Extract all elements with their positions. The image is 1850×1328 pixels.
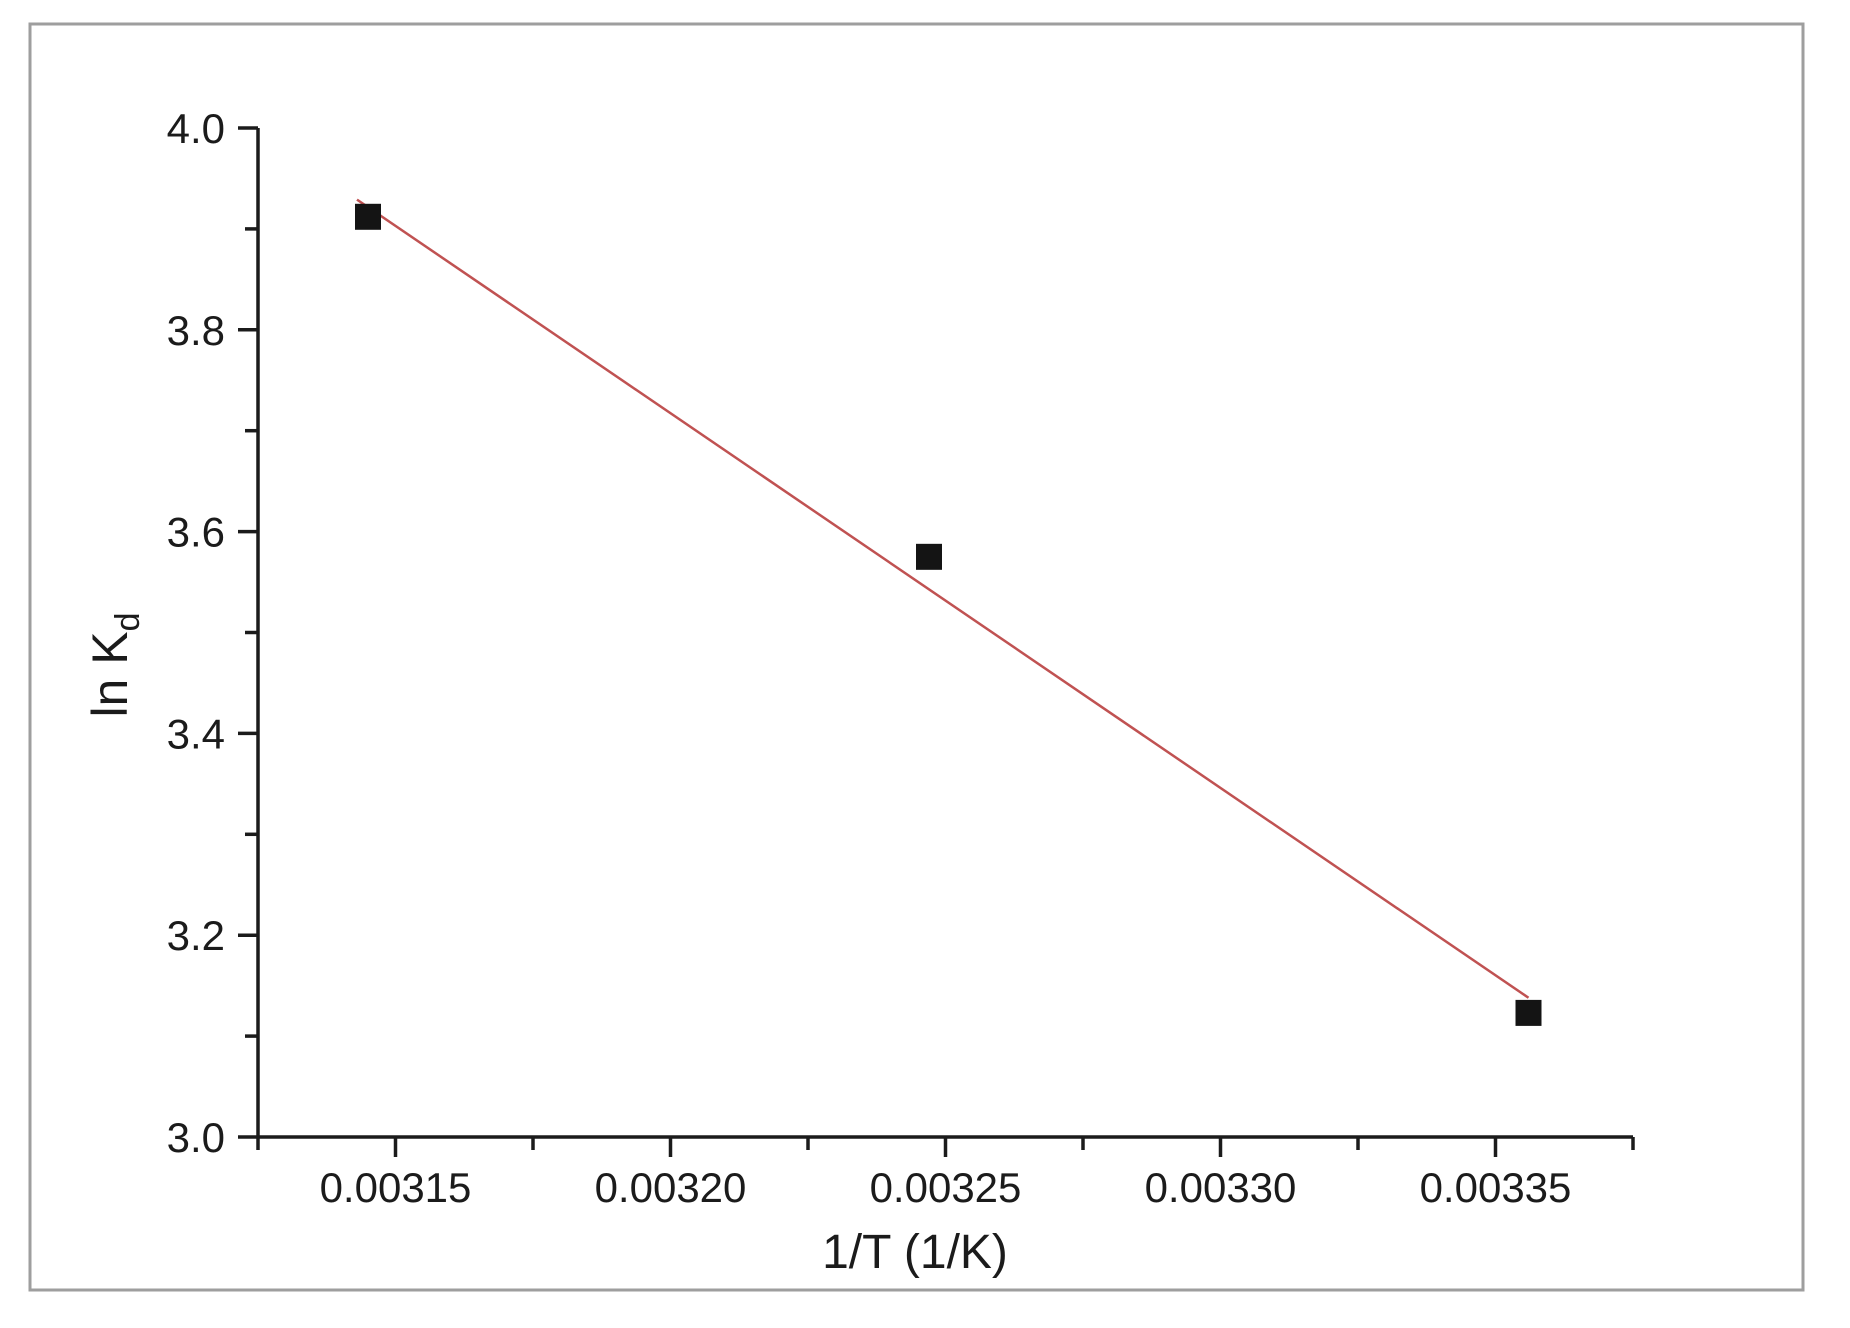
x-tick-label: 0.00320	[595, 1164, 747, 1211]
x-tick-label: 0.00335	[1420, 1164, 1572, 1211]
y-tick-label: 4.0	[167, 105, 225, 152]
x-tick-label: 0.00325	[870, 1164, 1022, 1211]
y-tick-label: 3.8	[167, 307, 225, 354]
data-point-marker	[1515, 999, 1542, 1026]
data-point-marker	[916, 543, 942, 570]
y-axis-title-main: ln K	[82, 631, 138, 717]
data-point-marker	[355, 203, 381, 230]
fit-line	[356, 198, 1530, 999]
x-axis-title: 1/T (1/K)	[822, 1226, 1008, 1279]
y-tick-label: 3.6	[167, 509, 225, 556]
figure-border	[28, 22, 1805, 1292]
x-tick-label: 0.00330	[1145, 1164, 1297, 1211]
y-tick-label: 3.2	[167, 912, 225, 959]
y-tick-label: 3.4	[167, 710, 225, 757]
x-tick-label: 0.00315	[320, 1164, 472, 1211]
y-axis-title: ln Kd	[82, 612, 147, 717]
y-tick-label: 3.0	[167, 1114, 225, 1161]
y-axis-title-subscript: d	[109, 612, 147, 631]
